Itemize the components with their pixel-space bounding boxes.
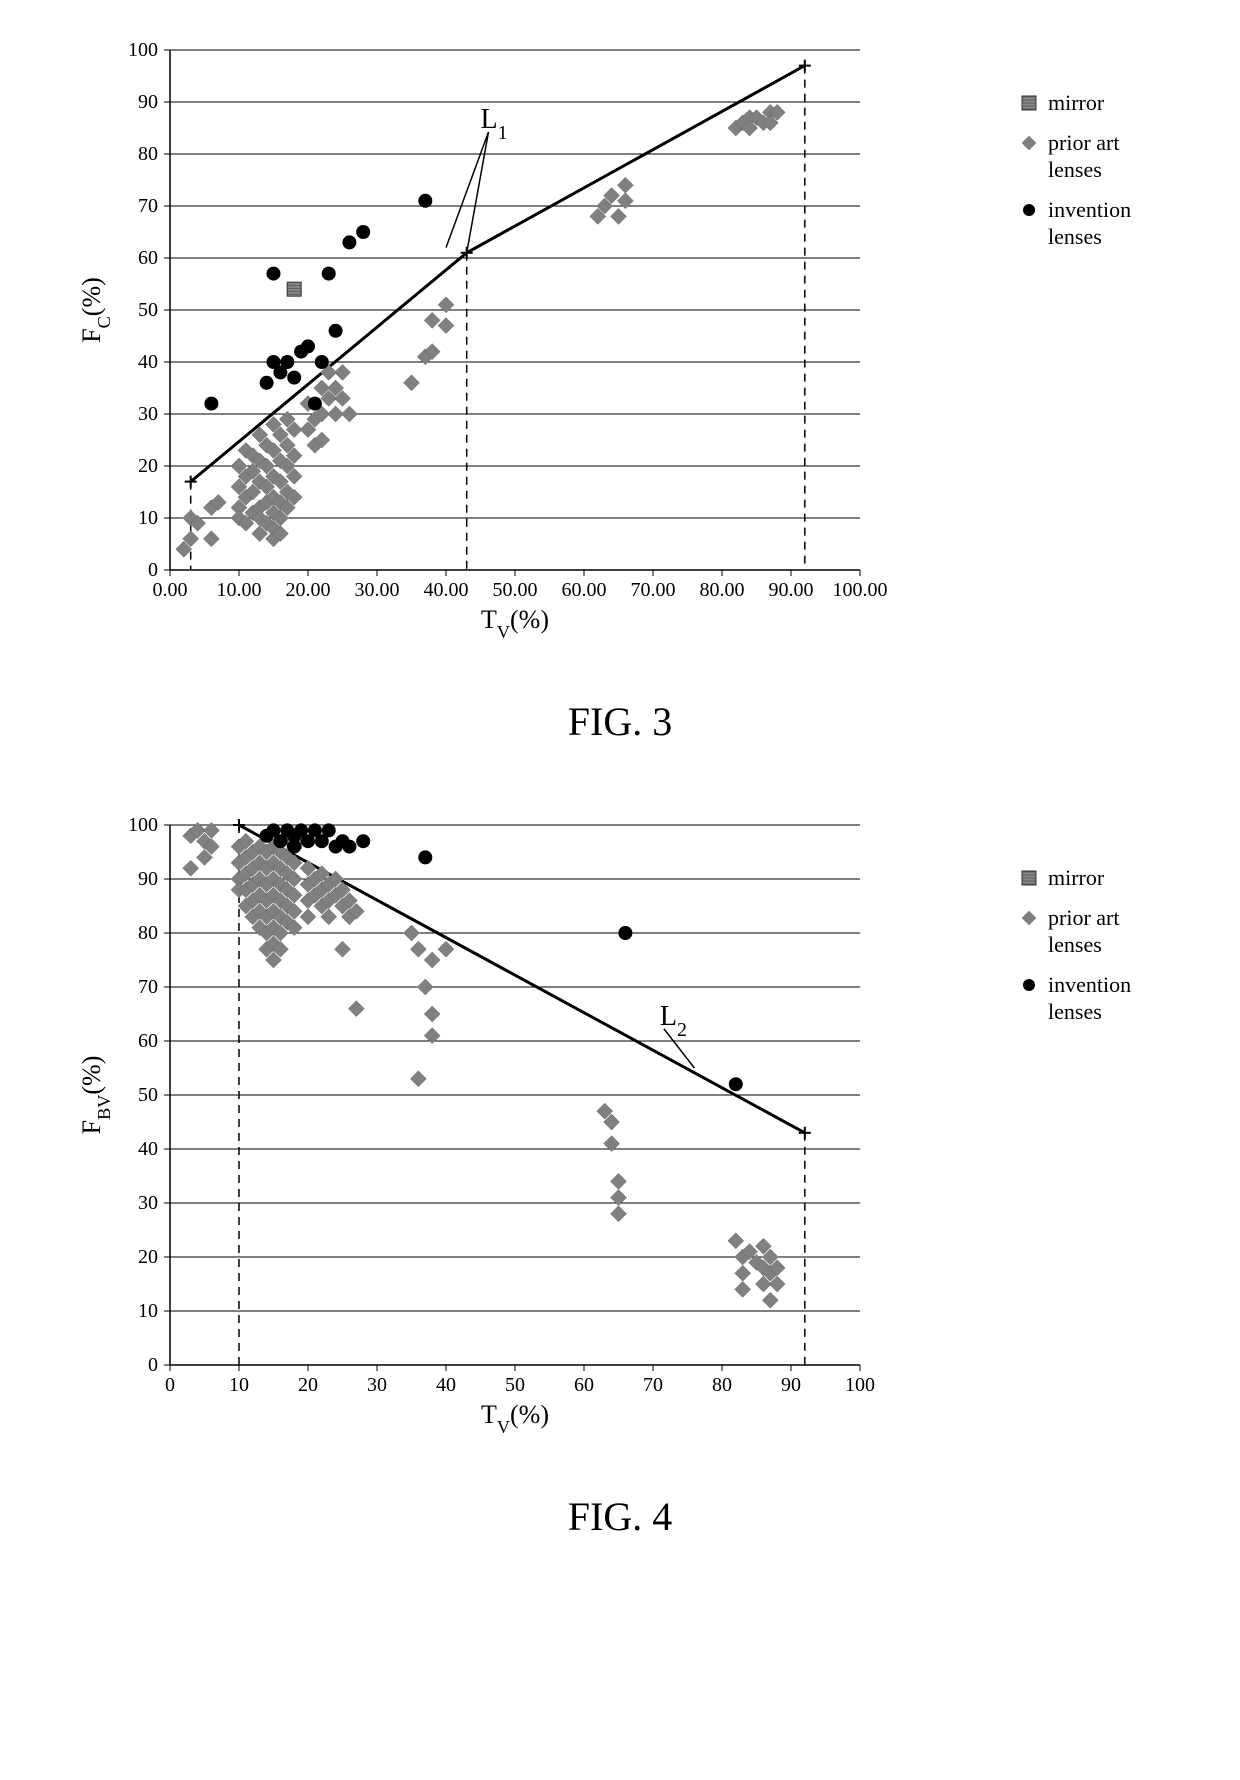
svg-text:80: 80 xyxy=(712,1374,732,1396)
fig4-chart: 0 10 20 30 40 50 60 70 80 90 100 0 10 20 30 40 50 60 70 80 9… xyxy=(20,795,1000,1485)
fig3-chart: 0.00 10.00 20.00 30.00 40.00 50.00 60.00 70.00 8… xyxy=(20,20,1000,690)
svg-text:80.00: 80.00 xyxy=(700,579,745,601)
legend-label: mirror xyxy=(1048,865,1104,891)
svg-text:30: 30 xyxy=(367,1374,387,1396)
svg-text:60: 60 xyxy=(138,1030,158,1052)
svg-text:20: 20 xyxy=(298,1374,318,1396)
svg-text:90.00: 90.00 xyxy=(769,579,814,601)
svg-text:90: 90 xyxy=(138,868,158,890)
legend-item-mirror: mirror xyxy=(1020,865,1131,891)
prior-icon xyxy=(1020,909,1038,927)
svg-text:50: 50 xyxy=(138,299,158,321)
legend-item-mirror: mirror xyxy=(1020,90,1178,116)
svg-text:100.00: 100.00 xyxy=(833,579,888,601)
svg-text:30: 30 xyxy=(138,1192,158,1214)
svg-text:20: 20 xyxy=(138,455,158,477)
svg-text:30.00: 30.00 xyxy=(355,579,400,601)
svg-text:0: 0 xyxy=(148,559,158,581)
mirror-icon xyxy=(1020,869,1038,887)
fig4-legend: mirror prior artlenses inventionlenses xyxy=(1020,865,1131,1039)
svg-text:40.00: 40.00 xyxy=(424,579,469,601)
svg-text:L1: L1 xyxy=(481,104,508,144)
figure-4: 0 10 20 30 40 50 60 70 80 90 100 0 10 20 30 40 50 60 70 80 9… xyxy=(20,795,1220,1540)
fig3-legend: mirror prior art lenses invention lenses xyxy=(1020,90,1178,264)
legend-item-inv: invention lenses xyxy=(1020,197,1178,250)
svg-text:60: 60 xyxy=(574,1374,594,1396)
svg-text:80: 80 xyxy=(138,143,158,165)
legend-label: prior art lenses xyxy=(1048,130,1178,183)
svg-text:50.00: 50.00 xyxy=(493,579,538,601)
svg-text:100: 100 xyxy=(128,814,158,836)
svg-text:10: 10 xyxy=(138,507,158,529)
svg-text:TV(%): TV(%) xyxy=(481,605,549,642)
svg-text:90: 90 xyxy=(138,91,158,113)
prior-icon xyxy=(1020,134,1038,152)
svg-text:0: 0 xyxy=(165,1374,175,1396)
legend-label: inventionlenses xyxy=(1048,972,1131,1025)
svg-text:20: 20 xyxy=(138,1246,158,1268)
svg-text:FC(%): FC(%) xyxy=(77,277,114,343)
legend-label: prior artlenses xyxy=(1048,905,1119,958)
legend-item-inv: inventionlenses xyxy=(1020,972,1131,1025)
svg-text:80: 80 xyxy=(138,922,158,944)
legend-label: invention lenses xyxy=(1048,197,1178,250)
svg-text:FBV(%): FBV(%) xyxy=(77,1056,114,1135)
legend-item-prior: prior artlenses xyxy=(1020,905,1131,958)
svg-text:70: 70 xyxy=(138,976,158,998)
svg-text:100: 100 xyxy=(128,39,158,61)
inv-icon xyxy=(1020,976,1038,994)
svg-text:0: 0 xyxy=(148,1354,158,1376)
svg-text:50: 50 xyxy=(138,1084,158,1106)
inv-icon xyxy=(1020,201,1038,219)
legend-label: mirror xyxy=(1048,90,1104,116)
svg-text:70: 70 xyxy=(643,1374,663,1396)
svg-text:60: 60 xyxy=(138,247,158,269)
svg-text:10: 10 xyxy=(229,1374,249,1396)
svg-text:70: 70 xyxy=(138,195,158,217)
legend-item-prior: prior art lenses xyxy=(1020,130,1178,183)
svg-text:40: 40 xyxy=(138,1138,158,1160)
svg-text:60.00: 60.00 xyxy=(562,579,607,601)
fig4-title: FIG. 4 xyxy=(20,1493,1220,1540)
svg-text:10.00: 10.00 xyxy=(217,579,262,601)
svg-text:100: 100 xyxy=(845,1374,875,1396)
svg-text:40: 40 xyxy=(436,1374,456,1396)
svg-text:10: 10 xyxy=(138,1300,158,1322)
svg-text:0.00: 0.00 xyxy=(153,579,188,601)
svg-text:20.00: 20.00 xyxy=(286,579,331,601)
svg-text:70.00: 70.00 xyxy=(631,579,676,601)
svg-text:L2: L2 xyxy=(660,1001,687,1041)
fig3-title: FIG. 3 xyxy=(20,698,1220,745)
svg-text:90: 90 xyxy=(781,1374,801,1396)
svg-text:50: 50 xyxy=(505,1374,525,1396)
figure-3: 0.00 10.00 20.00 30.00 40.00 50.00 60.00 70.00 8… xyxy=(20,20,1220,745)
svg-text:TV(%): TV(%) xyxy=(481,1400,549,1437)
mirror-icon xyxy=(1020,94,1038,112)
svg-text:30: 30 xyxy=(138,403,158,425)
svg-text:40: 40 xyxy=(138,351,158,373)
